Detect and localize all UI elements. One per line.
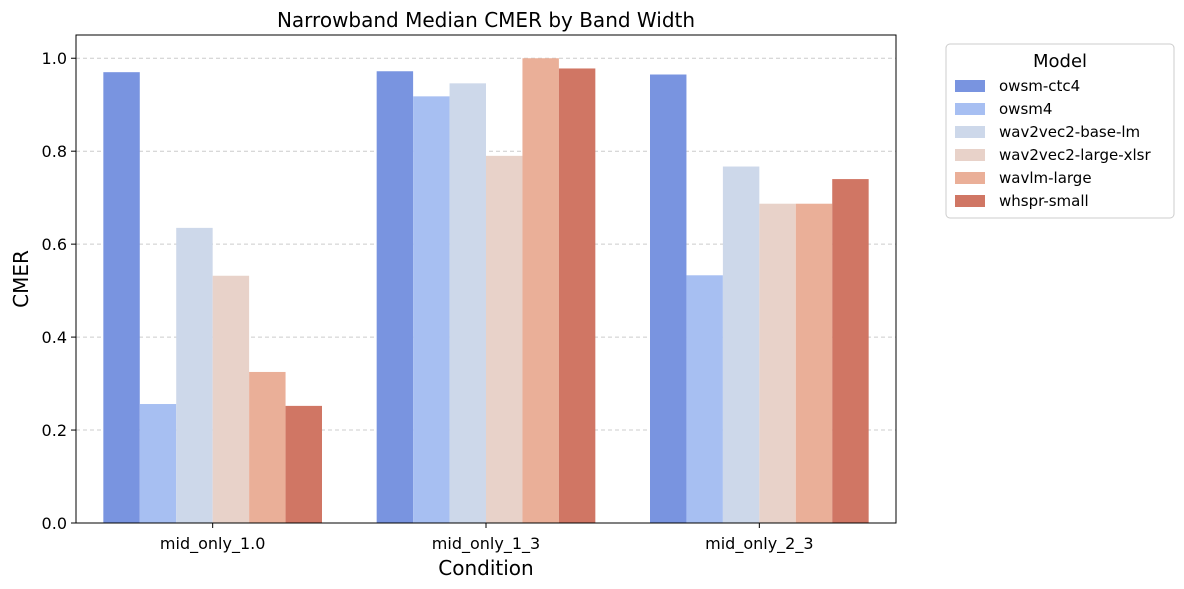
bar-whspr-small-mid_only_1.0 <box>285 405 322 523</box>
legend-frame <box>945 43 1175 219</box>
legend-label-wavlm-large: wavlm-large <box>999 169 1092 187</box>
legend-swatch-owsm4 <box>955 103 985 115</box>
bar-whspr-small-mid_only_1_3 <box>558 68 596 523</box>
x-tick-label: mid_only_2_3 <box>705 534 813 554</box>
bars <box>103 58 869 524</box>
bar-owsm-ctc4-mid_only_1.0 <box>103 72 140 523</box>
bar-wavlm-large-mid_only_1_3 <box>522 58 559 523</box>
bar-owsm4-mid_only_1_3 <box>413 96 450 523</box>
bar-wav2vec2-base-lm-mid_only_1.0 <box>176 227 213 523</box>
legend-swatch-owsm-ctc4 <box>955 80 985 92</box>
bar-wavlm-large-mid_only_2_3 <box>795 203 833 524</box>
bar-owsm4-mid_only_1.0 <box>139 404 177 523</box>
legend-swatch-wav2vec2-large-xlsr <box>955 149 985 161</box>
legend-label-wav2vec2-base-lm: wav2vec2-base-lm <box>999 123 1140 141</box>
legend-label-wav2vec2-large-xlsr: wav2vec2-large-xlsr <box>999 146 1151 164</box>
legend-swatch-wavlm-large <box>955 172 985 184</box>
y-tick-label: 0.0 <box>42 514 67 533</box>
chart-title: Narrowband Median CMER by Band Width <box>277 8 695 32</box>
y-tick-label: 1.0 <box>42 49 67 68</box>
bar-wavlm-large-mid_only_1.0 <box>249 371 286 523</box>
legend-label-owsm4: owsm4 <box>999 100 1052 118</box>
y-tick-label: 0.6 <box>42 235 67 254</box>
bar-wav2vec2-large-xlsr-mid_only_2_3 <box>759 203 796 524</box>
legend-label-owsm-ctc4: owsm-ctc4 <box>999 77 1080 95</box>
x-tick-label: mid_only_1_3 <box>432 534 540 554</box>
legend-swatch-wav2vec2-base-lm <box>955 126 985 138</box>
y-tick-label: 0.2 <box>42 421 67 440</box>
y-tick-label: 0.4 <box>42 328 67 347</box>
legend: Model owsm-ctc4 owsm4 wav2vec2-base-lm wav2… <box>945 43 1175 219</box>
legend-swatch-whspr-small <box>955 195 985 207</box>
x-axis-title: Condition <box>438 556 533 580</box>
bar-wav2vec2-base-lm-mid_only_1_3 <box>449 83 486 523</box>
x-axis: mid_only_1.0 mid_only_1_3 mid_only_2_3 <box>160 523 814 554</box>
bar-owsm-ctc4-mid_only_2_3 <box>650 74 687 523</box>
legend-label-whspr-small: whspr-small <box>999 192 1089 210</box>
legend-title: Model <box>1033 51 1087 72</box>
y-axis: 0.0 0.2 0.4 0.6 0.8 1.0 <box>42 49 76 533</box>
bar-whspr-small-mid_only_2_3 <box>832 179 869 524</box>
bar-wav2vec2-large-xlsr-mid_only_1_3 <box>486 155 523 524</box>
bar-owsm4-mid_only_2_3 <box>686 275 723 523</box>
y-axis-title: CMER <box>9 250 33 308</box>
bar-owsm-ctc4-mid_only_1_3 <box>376 71 414 523</box>
y-tick-label: 0.8 <box>42 142 67 161</box>
x-tick-label: mid_only_1.0 <box>160 534 265 554</box>
bar-wav2vec2-base-lm-mid_only_2_3 <box>722 166 760 523</box>
bar-wav2vec2-large-xlsr-mid_only_1.0 <box>212 275 250 523</box>
